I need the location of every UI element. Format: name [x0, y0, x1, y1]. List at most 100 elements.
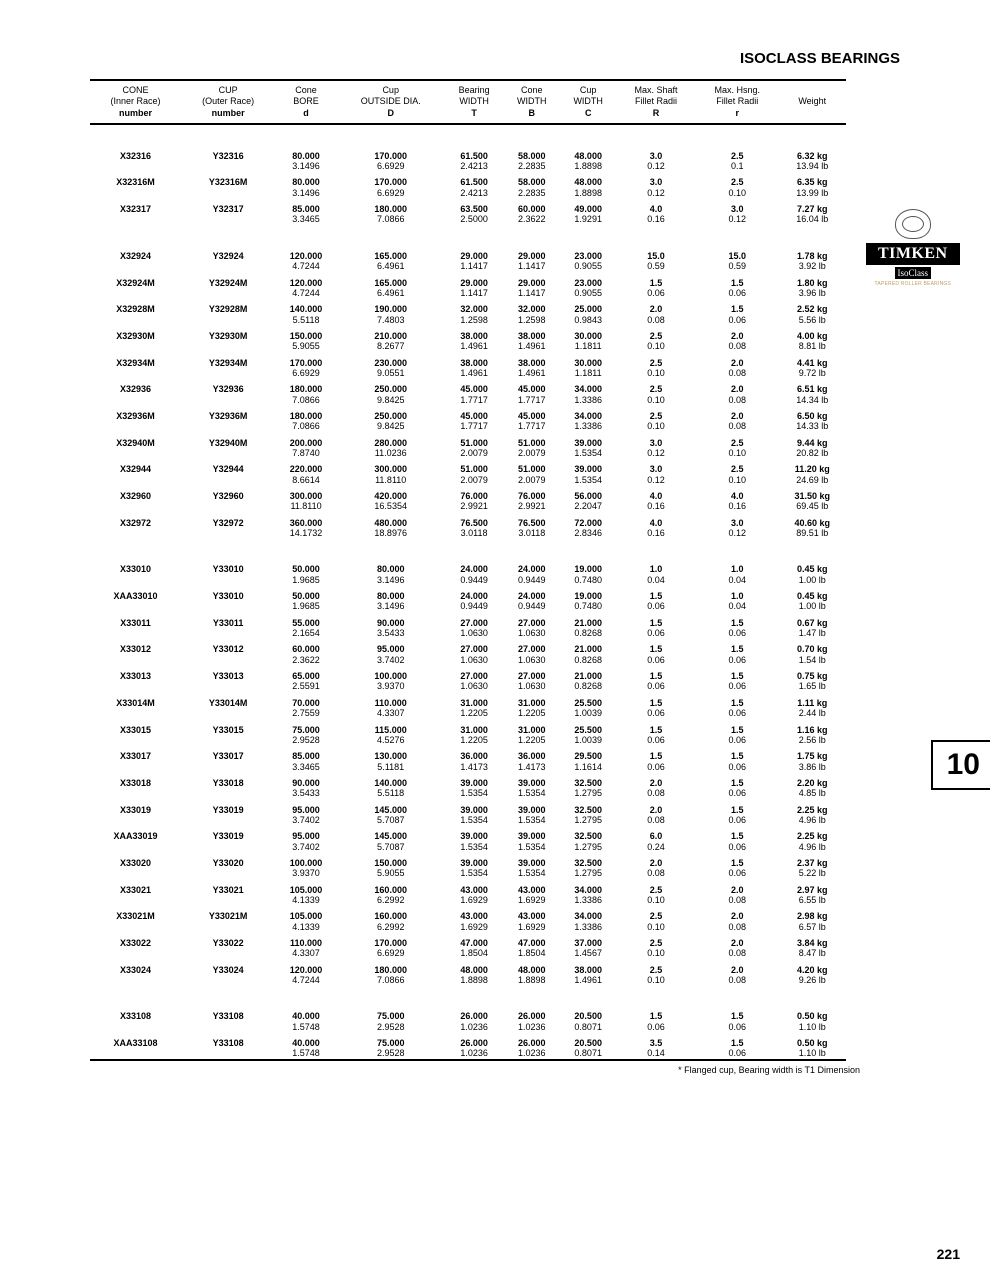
cell: 76.000 [445, 485, 504, 501]
cell: 160.000 [337, 879, 445, 895]
cell: 150.000 [275, 325, 337, 341]
cell: 27.000 [504, 612, 560, 628]
cell: 1.4961 [445, 368, 504, 378]
cell: 0.8268 [560, 655, 616, 665]
cell: 1.1417 [445, 288, 504, 298]
cell: Y32316 [181, 124, 275, 161]
cell: 1.0236 [504, 1022, 560, 1032]
cell: 1.1614 [560, 762, 616, 772]
cell: 25.500 [560, 719, 616, 735]
cell [181, 501, 275, 511]
cell: 0.45 kg [779, 538, 846, 574]
cell: 1.4961 [560, 975, 616, 985]
cell: 58.000 [504, 124, 560, 161]
cell: 4.0 [616, 198, 695, 214]
cell [90, 188, 181, 198]
table-row: X33108Y3310840.00075.00026.00026.00020.5… [90, 985, 846, 1021]
cell: 0.67 kg [779, 612, 846, 628]
cell: 39.000 [560, 432, 616, 448]
cell: 6.51 kg [779, 378, 846, 394]
cell: 1.5 [696, 665, 779, 681]
table-row: X33020Y33020100.000150.00039.00039.00032… [90, 852, 846, 868]
table-row: 1.96853.14960.94490.94490.74800.040.041.… [90, 575, 846, 585]
cell: 7.0866 [275, 395, 337, 405]
cell [181, 762, 275, 772]
column-header: ConeBOREd [275, 80, 337, 124]
cell: 5.5118 [337, 788, 445, 798]
cell: 20.82 lb [779, 448, 846, 458]
cell: 14.34 lb [779, 395, 846, 405]
cell [181, 421, 275, 431]
cell: X32944 [90, 458, 181, 474]
cell: 47.000 [445, 932, 504, 948]
cell: 1.5354 [560, 448, 616, 458]
cell: 1.7717 [504, 421, 560, 431]
cell: 75.000 [337, 1032, 445, 1048]
cell: 3.0 [616, 432, 695, 448]
table-row: X32940MY32940M200.000280.00051.00051.000… [90, 432, 846, 448]
cell: 2.5 [616, 352, 695, 368]
cell: 1.0236 [504, 1048, 560, 1059]
cell: 1.47 lb [779, 628, 846, 638]
cell: 24.000 [504, 538, 560, 574]
cell: 60.000 [504, 198, 560, 214]
cell: 39.000 [504, 825, 560, 841]
cell: 1.1811 [560, 368, 616, 378]
cell: 1.5 [696, 772, 779, 788]
cell: 1.7717 [445, 421, 504, 431]
cell: 34.000 [560, 905, 616, 921]
cell: 0.10 [696, 475, 779, 485]
cell: 3.0118 [445, 528, 504, 538]
cell: 3.92 lb [779, 261, 846, 271]
cell: X33012 [90, 638, 181, 654]
cell: 2.25 kg [779, 799, 846, 815]
cell: 2.0 [696, 325, 779, 341]
cell: Y33108 [181, 985, 275, 1021]
cell: Y33108 [181, 1032, 275, 1048]
table-row: 3.14966.69292.42132.28351.88980.120.113.… [90, 161, 846, 171]
cell: 100.000 [337, 665, 445, 681]
cell: 140.000 [337, 772, 445, 788]
cell: 27.000 [504, 638, 560, 654]
table-row: 4.33076.69291.85041.85041.45670.100.088.… [90, 948, 846, 958]
cell: 0.06 [616, 601, 695, 611]
table-row: 4.72446.49611.14171.14170.90550.060.063.… [90, 288, 846, 298]
cell: 2.2835 [504, 161, 560, 171]
cell: 1.0630 [445, 628, 504, 638]
cell: 29.000 [445, 272, 504, 288]
cell: 50.000 [275, 585, 337, 601]
cell: 1.5354 [445, 842, 504, 852]
cell [90, 922, 181, 932]
cell: 0.12 [616, 475, 695, 485]
cell: 0.9449 [504, 575, 560, 585]
cell: 2.0079 [445, 448, 504, 458]
cell [181, 601, 275, 611]
cell: 1.6929 [445, 895, 504, 905]
cell: 0.06 [616, 288, 695, 298]
cell: 0.12 [696, 528, 779, 538]
cell: 27.000 [445, 638, 504, 654]
cell: 24.000 [445, 538, 504, 574]
cell: 0.06 [696, 762, 779, 772]
cell: 1.5 [616, 665, 695, 681]
cell: 38.000 [445, 325, 504, 341]
cell: Y33011 [181, 612, 275, 628]
cell: 1.5 [616, 719, 695, 735]
table-row: X32944Y32944220.000300.00051.00051.00039… [90, 458, 846, 474]
cell [181, 815, 275, 825]
cell [181, 628, 275, 638]
cell: 2.9921 [504, 501, 560, 511]
cell: X33014M [90, 692, 181, 708]
cell: 38.000 [560, 959, 616, 975]
cell: 9.26 lb [779, 975, 846, 985]
cell: 1.10 lb [779, 1022, 846, 1032]
cell: Y33019 [181, 799, 275, 815]
cell: 1.5 [696, 612, 779, 628]
cell: 2.0 [696, 352, 779, 368]
cell: 1.5 [696, 799, 779, 815]
cell: Y32317 [181, 198, 275, 214]
cell: 0.06 [696, 655, 779, 665]
cell: 1.3386 [560, 895, 616, 905]
cell: 6.6929 [275, 368, 337, 378]
cell: 0.06 [696, 1048, 779, 1059]
